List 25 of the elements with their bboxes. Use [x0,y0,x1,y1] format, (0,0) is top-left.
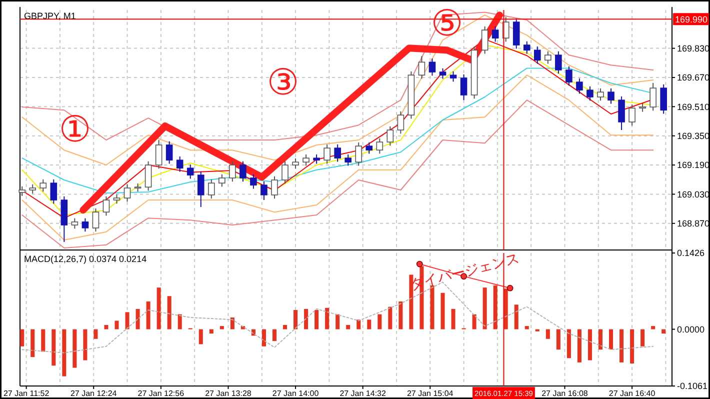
x-tick-label: 27 Jan 14:00 [272,389,320,398]
x-tick-label: 27 Jan 12:24 [70,389,118,398]
y-tick-label: 168.870 [677,218,710,229]
ref-line-label: 169.990 [675,14,708,24]
y-tick-label: 169.830 [677,44,710,54]
y-tick-label: 169.030 [677,189,710,200]
y-tick-label: 0.1426 [677,248,705,258]
x-tick-label: 27 Jan 16:40 [608,389,656,398]
x-tick-label: 27 Jan 14:32 [340,389,387,398]
y-tick-label: -0.1061 [677,381,708,392]
x-tick-label: 27 Jan 12:56 [138,389,185,398]
x-tick-label: 27 Jan 15:04 [406,389,454,398]
y-tick-label: 169.670 [677,72,710,83]
y-tick-label: 0.0000 [677,324,705,334]
y-tick-label: 169.190 [677,160,710,170]
x-tick-label: 27 Jan 16:08 [542,389,588,398]
y-tick-label: 169.510 [677,102,710,112]
chart-title: MACD(12,26,7) 0.0374 0.0214 [24,254,147,264]
x-tick-label: 27 Jan 11:52 [3,389,50,398]
annotation: ③ [266,62,300,104]
x-tick-label: 27 Jan 13:28 [205,389,252,398]
annotation: ダイバージェンス [408,250,522,294]
chart-title: GBPJPY, M1 [24,11,76,21]
annotation: ① [58,110,92,150]
y-tick-label: 169.350 [677,131,710,142]
